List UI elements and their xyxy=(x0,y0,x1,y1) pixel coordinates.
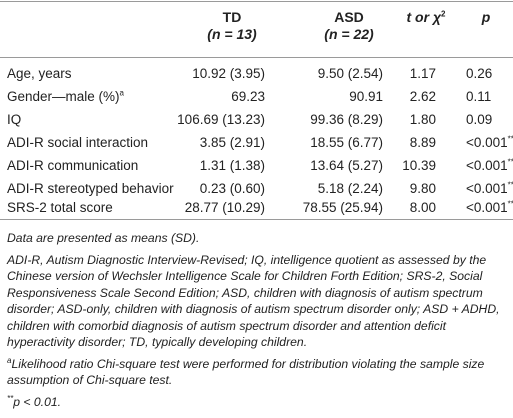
row-label: SRS-2 total score xyxy=(7,200,113,215)
table-row: ADI-R communication 1.31 (1.38) 13.64 (5… xyxy=(0,154,513,177)
table-row: ADI-R social interaction 3.85 (2.91) 18.… xyxy=(0,131,513,154)
header-stat-label: t or χ xyxy=(406,9,442,25)
stat-value: 2.62 xyxy=(409,89,436,104)
header-asd-label: ASD xyxy=(334,9,364,25)
row-label: IQ xyxy=(7,112,22,127)
stat-value: 9.80 xyxy=(409,181,436,196)
td-value: 3.85 (2.91) xyxy=(199,135,265,150)
p-value: <0.001** xyxy=(466,134,513,150)
stat-value: 8.89 xyxy=(409,135,436,150)
header-stat: t or χ2 xyxy=(404,9,448,26)
table-row: IQ 106.69 (13.23) 99.36 (8.29) 1.80 0.09 xyxy=(0,108,513,131)
asd-value: 9.50 (2.54) xyxy=(317,66,383,81)
asd-value: 18.55 (6.77) xyxy=(310,135,383,150)
td-value: 10.92 (3.95) xyxy=(192,66,265,81)
td-value: 1.31 (1.38) xyxy=(199,158,265,173)
stat-value: 1.80 xyxy=(409,112,436,127)
row-label: Age, years xyxy=(7,66,72,81)
p-value: 0.11 xyxy=(466,89,492,104)
header-asd: ASD (n = 22) xyxy=(305,9,393,43)
table-footnotes: Data are presented as means (SD). ADI-R,… xyxy=(7,230,507,410)
td-value: 106.69 (13.23) xyxy=(177,112,265,127)
row-label: ADI-R communication xyxy=(7,158,139,173)
stat-value: 10.39 xyxy=(402,158,436,173)
row-label: Gender—male (%)a xyxy=(7,88,124,104)
row-label: ADI-R stereotyped behavior xyxy=(7,181,174,196)
header-p: p xyxy=(466,9,506,26)
p-value: 0.26 xyxy=(466,66,493,81)
footnote-a: aLikelihood ratio Chi-square test were p… xyxy=(7,355,485,387)
footnote-data-format: Data are presented as means (SD). xyxy=(7,231,200,245)
asd-value: 78.55 (25.94) xyxy=(302,200,383,215)
header-td-n: (n = 13) xyxy=(207,26,257,42)
td-value: 28.77 (10.29) xyxy=(184,200,265,215)
header-rule xyxy=(0,57,513,58)
table-row: Gender—male (%)a 69.23 90.91 2.62 0.11 xyxy=(0,85,513,108)
header-td: TD (n = 13) xyxy=(193,9,271,43)
table-bottom-rule xyxy=(0,219,513,220)
asd-value: 99.36 (8.29) xyxy=(310,112,383,127)
header-stat-sup: 2 xyxy=(441,9,446,19)
p-value: 0.09 xyxy=(466,112,493,127)
td-value: 69.23 xyxy=(231,89,265,104)
stat-value: 8.00 xyxy=(409,200,436,215)
footnote-abbreviations: ADI-R, Autism Diagnostic Interview-Revis… xyxy=(7,252,500,350)
footnote-significance: **p < 0.01. xyxy=(7,393,62,409)
td-value: 0.23 (0.60) xyxy=(199,181,265,196)
table-row: ADI-R stereotyped behavior 0.23 (0.60) 5… xyxy=(0,177,513,200)
table-row: Age, years 10.92 (3.95) 9.50 (2.54) 1.17… xyxy=(0,62,513,85)
table-top-rule xyxy=(0,1,513,2)
asd-value: 13.64 (5.27) xyxy=(310,158,383,173)
asd-value: 5.18 (2.24) xyxy=(317,181,383,196)
header-asd-n: (n = 22) xyxy=(324,26,374,42)
p-value: <0.001** xyxy=(466,199,513,215)
p-value: <0.001** xyxy=(466,180,513,196)
row-label: ADI-R social interaction xyxy=(7,135,149,150)
header-td-label: TD xyxy=(222,9,242,25)
asd-value: 90.91 xyxy=(349,89,383,104)
table-row: SRS-2 total score 28.77 (10.29) 78.55 (2… xyxy=(0,196,513,219)
header-p-label: p xyxy=(481,9,491,25)
stat-value: 1.17 xyxy=(409,66,436,81)
p-value: <0.001** xyxy=(466,157,513,173)
